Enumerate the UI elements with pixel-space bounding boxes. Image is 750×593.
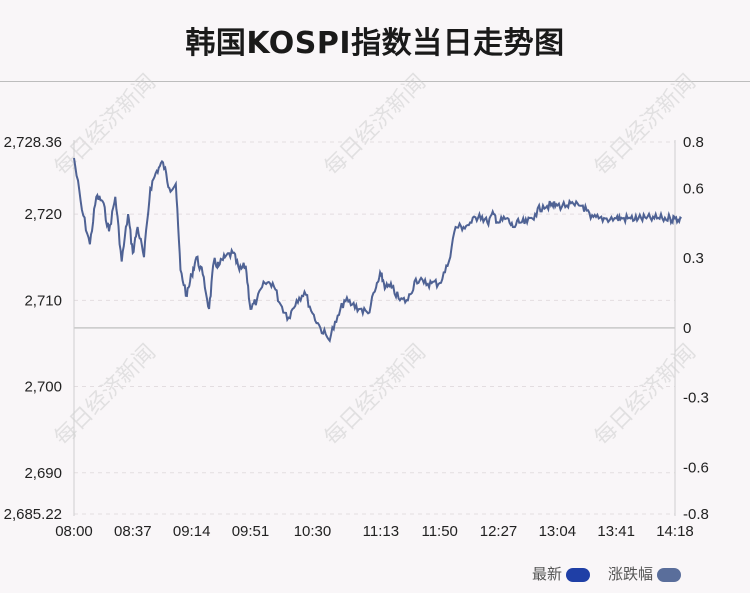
x-tick: 14:18 bbox=[656, 523, 694, 540]
y-right-tick-labels: 0.8 0.6 0.3 0 -0.3 -0.6 -0.8 bbox=[683, 134, 709, 523]
x-tick: 11:50 bbox=[421, 523, 457, 540]
y-right-tick: 0.8 bbox=[683, 134, 704, 151]
x-tick: 08:37 bbox=[114, 523, 152, 540]
legend-swatch-latest bbox=[566, 567, 591, 582]
watermark-text: 每日经济新闻 bbox=[320, 340, 431, 451]
x-tick: 09:14 bbox=[173, 523, 211, 540]
legend-label-latest: 最新 bbox=[532, 565, 563, 583]
y-right-tick: 0 bbox=[683, 320, 691, 337]
x-tick: 10:30 bbox=[294, 523, 332, 540]
y-right-tick: -0.6 bbox=[683, 459, 709, 476]
legend-label-change: 涨跌幅 bbox=[608, 565, 654, 583]
x-tick: 09:51 bbox=[232, 523, 270, 540]
watermark-text: 每日经济新闻 bbox=[50, 340, 161, 451]
title-divider bbox=[0, 81, 750, 82]
watermark-text: 每日经济新闻 bbox=[590, 70, 701, 181]
y-right-tick: -0.8 bbox=[683, 506, 709, 523]
y-left-tick: 2,685.22 bbox=[4, 506, 62, 523]
y-left-tick-labels: 2,728.36 2,720 2,710 2,700 2,690 2,685.22 bbox=[4, 134, 62, 523]
y-right-tick: 0.3 bbox=[683, 250, 704, 267]
y-left-tick: 2,700 bbox=[24, 379, 62, 396]
chart-title: 韩国KOSPI指数当日走势图 bbox=[185, 26, 565, 61]
legend-item-change[interactable]: 涨跌幅 bbox=[608, 563, 682, 584]
x-tick: 11:13 bbox=[363, 523, 399, 540]
x-tick: 13:04 bbox=[539, 523, 577, 540]
y-right-tick: 0.6 bbox=[683, 180, 704, 197]
watermark-text: 每日经济新闻 bbox=[50, 70, 161, 181]
x-tick: 13:41 bbox=[597, 523, 635, 540]
x-tick: 08:00 bbox=[55, 523, 93, 540]
y-left-tick: 2,710 bbox=[24, 292, 62, 309]
x-tick: 12:27 bbox=[480, 523, 518, 540]
y-left-tick: 2,728.36 bbox=[4, 134, 62, 151]
watermark-text: 每日经济新闻 bbox=[320, 70, 431, 181]
legend-item-latest[interactable]: 最新 bbox=[532, 563, 591, 584]
series-line-kospi bbox=[73, 157, 682, 343]
y-left-tick: 2,720 bbox=[24, 206, 62, 223]
legend-swatch-change bbox=[657, 567, 682, 582]
y-left-tick: 2,690 bbox=[24, 465, 62, 482]
x-tick-labels: 08:00 08:37 09:14 09:51 10:30 11:13 11:50 12:27… bbox=[55, 523, 694, 540]
y-right-tick: -0.3 bbox=[683, 390, 709, 407]
